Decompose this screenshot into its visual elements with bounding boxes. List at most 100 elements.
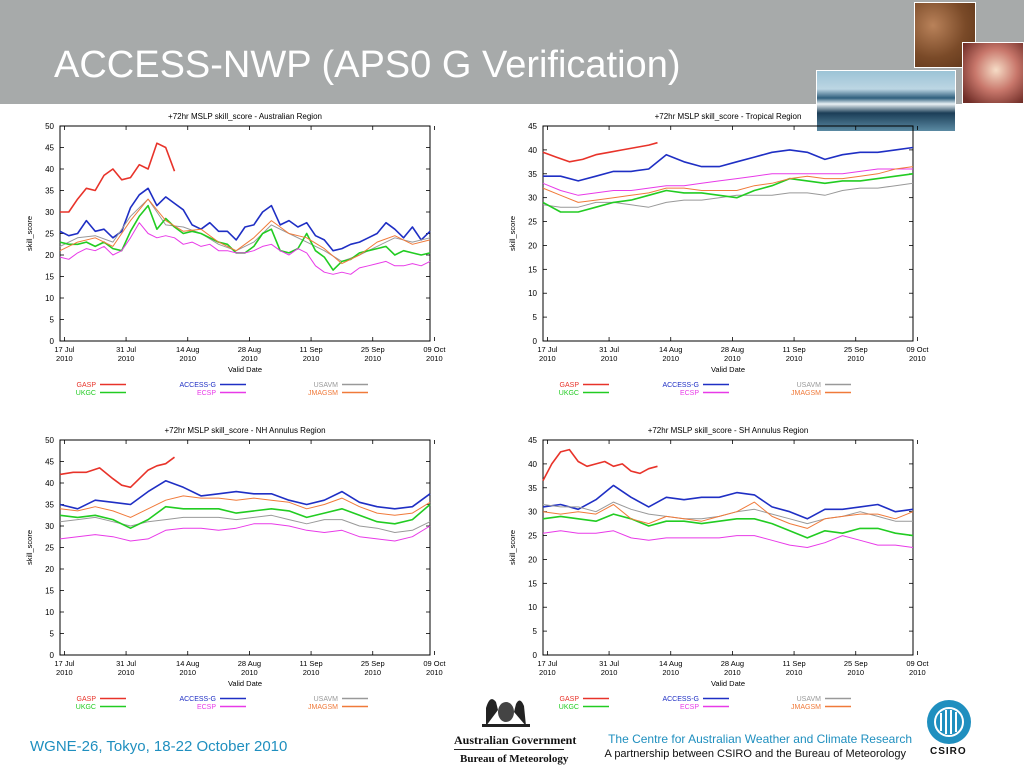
y-tick-label: 25 — [45, 544, 54, 553]
y-tick-label: 0 — [533, 651, 538, 660]
y-tick-label: 15 — [45, 273, 54, 282]
y-tick-label: 30 — [45, 208, 54, 217]
legend-label-ukgc: UKGC — [76, 390, 96, 397]
x-tick-label: 25 Sep — [361, 659, 385, 668]
x-tick-year-label: 2010 — [303, 668, 320, 677]
x-tick-year-label: 2010 — [426, 354, 443, 363]
y-tick-label: 30 — [528, 508, 537, 517]
x-axis-label: Valid Date — [711, 679, 745, 688]
chart-title: +72hr MSLP skill_score - Tropical Region — [655, 112, 802, 121]
chart-title: +72hr MSLP skill_score - Australian Regi… — [168, 112, 322, 121]
x-tick-label: 28 Aug — [238, 345, 261, 354]
legend-label-gasp: GASP — [77, 382, 97, 389]
x-axis-label: Valid Date — [711, 365, 745, 374]
y-tick-label: 50 — [45, 122, 54, 131]
x-tick-year-label: 2010 — [539, 668, 556, 677]
series-line-gasp — [542, 448, 658, 481]
legend-label-usavm: USAVM — [797, 696, 822, 703]
y-tick-label: 35 — [45, 187, 54, 196]
x-tick-label: 28 Aug — [721, 659, 744, 668]
series-line-ukgc — [59, 503, 431, 529]
series-line-access-g — [59, 187, 431, 252]
y-tick-label: 15 — [45, 587, 54, 596]
legend-label-ecsp: ECSP — [680, 704, 699, 711]
x-tick-year-label: 2010 — [786, 668, 803, 677]
x-tick-label: 14 Aug — [176, 345, 199, 354]
y-tick-label: 0 — [50, 337, 55, 346]
legend-label-ukgc: UKGC — [559, 390, 579, 397]
x-tick-year-label: 2010 — [303, 354, 320, 363]
plot-tropical-region: +72hr MSLP skill_score - Tropical Region… — [505, 108, 945, 408]
plot-sh-annulus-region: +72hr MSLP skill_score - SH Annulus Regi… — [505, 422, 945, 722]
y-tick-label: 10 — [45, 608, 54, 617]
x-tick-year-label: 2010 — [601, 354, 618, 363]
legend-label-jmagsm: JMAGSM — [791, 704, 821, 711]
series-line-access-g — [542, 484, 914, 520]
footer-centre: The Centre for Australian Weather and Cl… — [608, 732, 912, 746]
x-tick-year-label: 2010 — [56, 668, 73, 677]
footer-partner: A partnership between CSIRO and the Bure… — [604, 748, 906, 760]
legend-label-access-g: ACCESS-G — [179, 382, 216, 389]
series-line-access-g — [59, 479, 431, 510]
plot-frame — [542, 125, 914, 342]
x-tick-year-label: 2010 — [241, 668, 258, 677]
y-tick-label: 20 — [45, 565, 54, 574]
y-tick-label: 45 — [528, 436, 537, 445]
ocean-wave-photo — [816, 70, 956, 132]
legend-label-ecsp: ECSP — [197, 704, 216, 711]
chart-title: +72hr MSLP skill_score - SH Annulus Regi… — [648, 426, 809, 435]
x-tick-year-label: 2010 — [662, 354, 679, 363]
storm-cloud-photo — [962, 42, 1024, 104]
x-tick-label: 14 Aug — [176, 659, 199, 668]
chart-svg-australian-region: +72hr MSLP skill_score - Australian Regi… — [25, 112, 446, 397]
gov-divider — [454, 749, 564, 750]
y-tick-label: 10 — [528, 289, 537, 298]
legend-label-usavm: USAVM — [314, 382, 339, 389]
y-tick-label: 40 — [45, 165, 54, 174]
x-tick-label: 11 Sep — [782, 345, 805, 354]
y-axis-label: skill_score — [508, 530, 517, 565]
y-tick-label: 25 — [45, 230, 54, 239]
legend-label-ukgc: UKGC — [76, 704, 96, 711]
legend-label-ecsp: ECSP — [680, 390, 699, 397]
x-tick-year-label: 2010 — [118, 668, 135, 677]
x-tick-label: 17 Jul — [537, 345, 557, 354]
series-line-usavm — [542, 182, 914, 208]
legend-label-usavm: USAVM — [797, 382, 822, 389]
y-tick-label: 5 — [50, 316, 55, 325]
x-tick-label: 11 Sep — [782, 659, 805, 668]
y-tick-label: 45 — [528, 122, 537, 131]
x-tick-year-label: 2010 — [909, 668, 926, 677]
plot-australian-region: +72hr MSLP skill_score - Australian Regi… — [22, 108, 462, 408]
y-tick-label: 35 — [528, 170, 537, 179]
x-tick-year-label: 2010 — [847, 354, 864, 363]
y-tick-label: 45 — [45, 144, 54, 153]
series-line-gasp — [59, 456, 175, 489]
y-tick-label: 35 — [528, 484, 537, 493]
x-tick-year-label: 2010 — [118, 354, 135, 363]
y-tick-label: 45 — [45, 458, 54, 467]
x-tick-year-label: 2010 — [909, 354, 926, 363]
x-tick-label: 25 Sep — [844, 345, 868, 354]
x-tick-year-label: 2010 — [364, 668, 381, 677]
series-line-jmagsm — [59, 495, 431, 518]
series-line-ukgc — [542, 513, 914, 539]
chart-title: +72hr MSLP skill_score - NH Annulus Regi… — [164, 426, 325, 435]
x-tick-label: 28 Aug — [238, 659, 261, 668]
x-tick-year-label: 2010 — [724, 668, 741, 677]
x-tick-label: 11 Sep — [299, 659, 322, 668]
legend-label-access-g: ACCESS-G — [179, 696, 216, 703]
gov-agency: Bureau of Meteorology — [460, 753, 569, 765]
y-tick-label: 0 — [533, 337, 538, 346]
y-tick-label: 20 — [528, 241, 537, 250]
y-axis-label: skill_score — [25, 530, 34, 565]
y-tick-label: 35 — [45, 501, 54, 510]
x-tick-year-label: 2010 — [786, 354, 803, 363]
y-tick-label: 40 — [528, 460, 537, 469]
series-line-gasp — [542, 141, 658, 163]
x-tick-label: 09 Oct — [423, 659, 446, 668]
y-tick-label: 5 — [50, 630, 55, 639]
legend-label-access-g: ACCESS-G — [662, 382, 699, 389]
x-tick-year-label: 2010 — [364, 354, 381, 363]
y-tick-label: 40 — [528, 146, 537, 155]
